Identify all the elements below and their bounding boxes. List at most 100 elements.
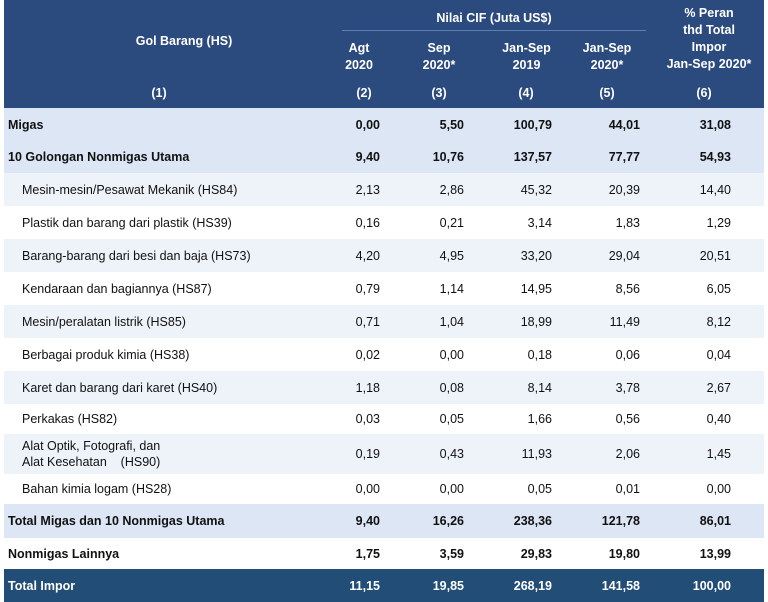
row-value-col5: 8,56	[615, 281, 640, 296]
header-num-5: (5)	[599, 86, 615, 100]
row-value-col6: 6,05	[706, 281, 731, 296]
row-value-col4: 11,93	[521, 447, 552, 461]
table-row: Total Impor 11,15 19,85 268,19 141,58 100,00	[4, 569, 764, 602]
row-value-col5: 0,06	[615, 347, 640, 362]
row-label: Migas	[8, 117, 44, 132]
header-col-jansep-2019: Jan-Sep 2019	[502, 41, 551, 72]
row-value-col2: 0,03	[355, 412, 380, 426]
row-value-col2: 2,13	[355, 182, 380, 197]
table-row: Karet dan barang dari karet (HS40) 1,18 0,…	[4, 371, 764, 404]
row-value-col4: 137,57	[513, 150, 552, 164]
row-label: Mesin/peralatan listrik (HS85)	[22, 314, 186, 329]
row-value-col5: 2,06	[615, 447, 640, 461]
row-value-col5: 44,01	[608, 117, 640, 132]
row-value-col2: 9,40	[355, 514, 380, 528]
table-row: Total Migas dan 10 Nonmigas Utama 9,40 16,…	[4, 504, 764, 538]
row-value-col3: 1,14	[439, 281, 464, 296]
table-row: 10 Golongan Nonmigas Utama 9,40 10,76 137,5…	[4, 141, 764, 173]
row-value-col3: 16,26	[432, 514, 464, 528]
table-row: Alat Optik, Fotografi, dan Alat Kesehata…	[4, 434, 764, 474]
header-gol-barang: Gol Barang (HS)	[135, 34, 233, 48]
row-value-col3: 2,86	[439, 182, 464, 197]
row-value-col5: 77,77	[608, 150, 640, 164]
row-value-col5: 0,56	[615, 412, 640, 426]
table-row: Nonmigas Lainnya 1,75 3,59 29,83 19,80 13,99	[4, 538, 764, 569]
row-value-col4: 18,99	[520, 314, 552, 329]
row-value-col6: 86,01	[699, 514, 731, 528]
row-value-col2: 0,79	[355, 281, 380, 296]
row-value-col2: 0,00	[355, 117, 380, 132]
row-value-col2: 0,16	[355, 215, 380, 230]
row-label: Karet dan barang dari karet (HS40)	[22, 380, 218, 395]
row-label: Kendaraan dan bagiannya (HS87)	[22, 281, 212, 296]
row-value-col2: 1,75	[355, 546, 380, 561]
row-value-col3: 0,08	[439, 380, 464, 395]
row-label: Mesin-mesin/Pesawat Mekanik (HS84)	[22, 182, 238, 197]
header-divider	[342, 30, 646, 31]
row-value-col2: 0,19	[355, 447, 380, 461]
header-nilai-cif: Nilai CIF (Juta US$)	[436, 11, 552, 25]
table-row: Plastik dan barang dari plastik (HS39) 0,…	[4, 206, 764, 239]
header-num-4: (4)	[518, 86, 534, 100]
row-value-col3: 4,95	[439, 248, 464, 263]
row-label: Barang-barang dari besi dan baja (HS73)	[22, 248, 251, 263]
header-num-6: (6)	[696, 86, 712, 100]
table-row: Kendaraan dan bagiannya (HS87) 0,79 1,14 14…	[4, 272, 764, 305]
row-value-col4: 45,32	[520, 182, 552, 197]
row-label: Bahan kimia logam (HS28)	[22, 482, 172, 496]
row-value-col6: 1,45	[706, 447, 731, 461]
row-value-col4: 3,14	[527, 215, 552, 230]
row-value-col4: 33,20	[520, 248, 552, 263]
row-value-col6: 0,40	[706, 412, 731, 426]
row-value-col3: 0,21	[439, 215, 464, 230]
row-value-col4: 8,14	[527, 380, 552, 395]
header-col-peran: % Peran thd Total Impor Jan-Sep 2020*	[666, 6, 752, 71]
row-value-col4: 14,95	[520, 281, 552, 296]
row-value-col3: 19,85	[432, 578, 464, 593]
header-col-sep: Sep 2020*	[422, 41, 456, 72]
row-label: Total Migas dan 10 Nonmigas Utama	[8, 514, 225, 528]
row-value-col5: 1,83	[615, 215, 640, 230]
row-value-col5: 19,80	[608, 546, 640, 561]
row-value-col6: 20,51	[699, 248, 731, 263]
row-value-col6: 0,04	[706, 347, 731, 362]
row-value-col3: 3,59	[439, 546, 464, 561]
row-label: Berbagai produk kimia (HS38)	[22, 347, 190, 362]
row-value-col4: 1,66	[527, 412, 552, 426]
row-value-col4: 268,19	[513, 578, 552, 593]
row-label: Nonmigas Lainnya	[8, 546, 120, 561]
row-value-col5: 11,49	[609, 314, 640, 329]
row-label: Perkakas (HS82)	[22, 412, 118, 426]
row-value-col5: 29,04	[608, 248, 640, 263]
header-num-3: (3)	[431, 86, 447, 100]
table-row: Mesin/peralatan listrik (HS85) 0,71 1,04 18…	[4, 305, 764, 338]
table-row: Migas 0,00 5,50 100,79 44,01 31,08	[4, 108, 764, 141]
table-row: Berbagai produk kimia (HS38) 0,02 0,00 0,18…	[4, 338, 764, 371]
row-value-col6: 1,29	[706, 215, 731, 230]
header-col-agt: Agt 2020	[345, 41, 373, 72]
row-value-col5: 3,78	[615, 380, 640, 395]
row-value-col4: 0,18	[527, 347, 552, 362]
row-label: Total Impor	[8, 578, 76, 593]
row-value-col2: 4,20	[355, 248, 380, 263]
row-value-col3: 5,50	[439, 117, 464, 132]
table-header: Gol Barang (HS) Nilai CIF (Juta US$) Agt…	[4, 0, 764, 108]
row-value-col6: 100,00	[692, 578, 731, 593]
row-value-col3: 0,00	[439, 482, 464, 496]
row-value-col4: 238,36	[513, 514, 552, 528]
import-table: Gol Barang (HS) Nilai CIF (Juta US$) Agt…	[4, 0, 764, 602]
row-value-col6: 14,40	[699, 182, 731, 197]
row-value-col5: 20,39	[608, 182, 640, 197]
row-value-col4: 29,83	[520, 546, 552, 561]
header-col-jansep-2020: Jan-Sep 2020*	[582, 41, 632, 72]
table-row: Barang-barang dari besi dan baja (HS73) 4…	[4, 239, 764, 272]
row-value-col6: 13,99	[699, 546, 731, 561]
row-value-col2: 0,00	[355, 482, 380, 496]
row-value-col6: 0,00	[706, 482, 731, 496]
row-value-col3: 0,05	[439, 412, 464, 426]
row-label: 10 Golongan Nonmigas Utama	[8, 150, 190, 164]
row-label: Plastik dan barang dari plastik (HS39)	[22, 215, 232, 230]
row-value-col3: 0,00	[439, 347, 464, 362]
row-value-col6: 31,08	[699, 117, 731, 132]
row-value-col3: 1,04	[439, 314, 464, 329]
